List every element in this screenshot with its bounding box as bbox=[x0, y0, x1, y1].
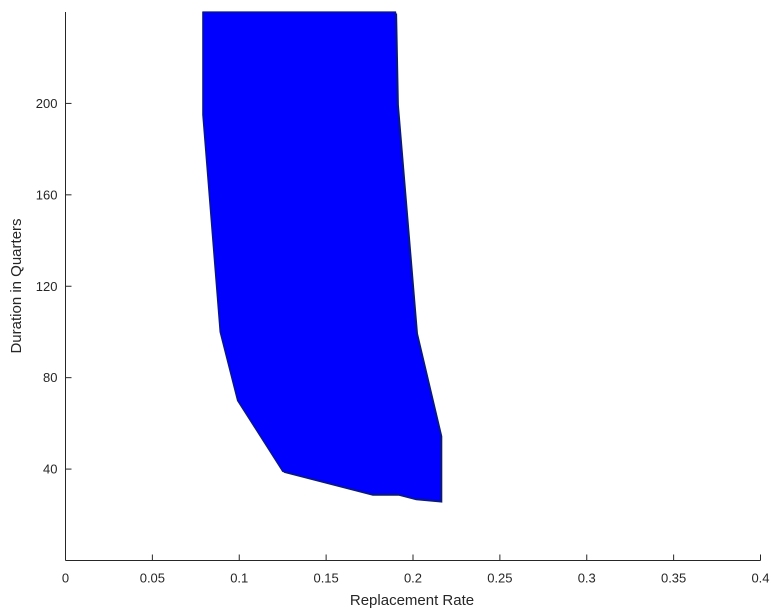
x-tick-label: 0.3 bbox=[578, 571, 596, 586]
y-tick-label: 160 bbox=[36, 187, 58, 202]
x-tick-label: 0.35 bbox=[661, 571, 686, 586]
y-tick-label: 120 bbox=[36, 279, 58, 294]
x-tick-label: 0.05 bbox=[140, 571, 165, 586]
y-tick-label: 80 bbox=[43, 370, 57, 385]
y-tick-label: 200 bbox=[36, 96, 58, 111]
x-tick-label: 0.25 bbox=[487, 571, 512, 586]
x-tick-label: 0.15 bbox=[313, 571, 338, 586]
x-tick-label: 0.2 bbox=[404, 571, 422, 586]
x-axis-label: Replacement Rate bbox=[350, 592, 474, 608]
x-tick-label: 0 bbox=[62, 571, 69, 586]
x-ticks: 0 0.05 0.1 0.15 0.2 0.25 0.3 0.35 0.4 bbox=[62, 554, 770, 586]
y-ticks: 40 80 120 160 200 bbox=[36, 96, 72, 477]
x-tick-label: 0.1 bbox=[230, 571, 248, 586]
plot-area bbox=[202, 11, 443, 503]
y-tick-label: 40 bbox=[43, 462, 57, 477]
x-tick-label: 0.4 bbox=[751, 571, 769, 586]
region-area-0 bbox=[202, 11, 442, 502]
y-axis-label: Duration in Quarters bbox=[8, 218, 25, 353]
